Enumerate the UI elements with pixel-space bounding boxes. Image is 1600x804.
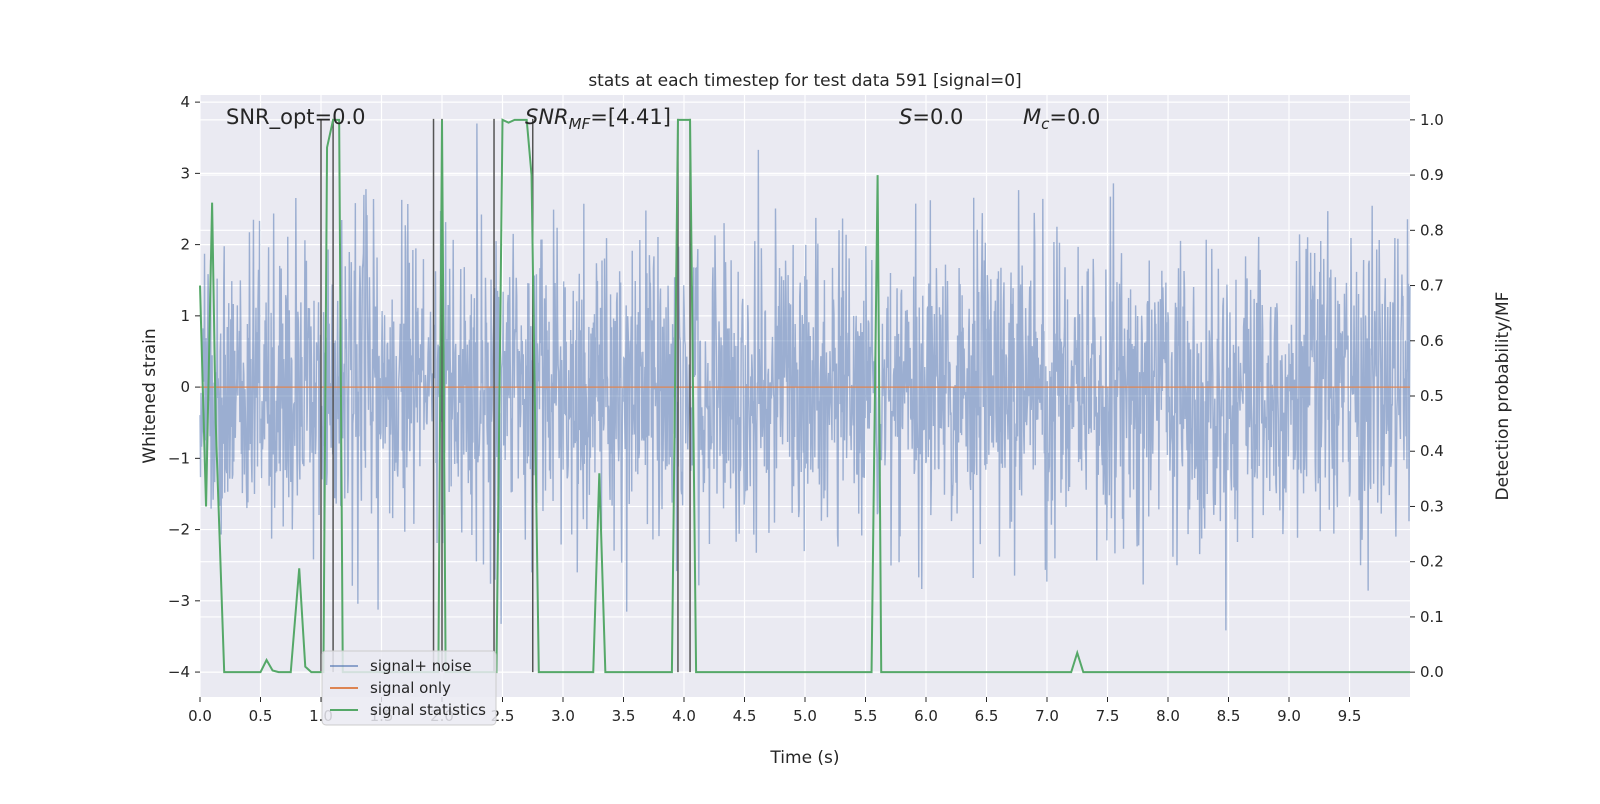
axes: 0.00.51.01.52.02.53.03.54.04.55.05.56.06… (168, 93, 1444, 725)
x-tick-label: 7.0 (1035, 707, 1059, 725)
chart-title: stats at each timestep for test data 591… (588, 71, 1021, 91)
y-right-tick-label: 0.7 (1420, 277, 1444, 295)
x-tick-label: 2.5 (491, 707, 515, 725)
y-left-tick-label: −1 (168, 449, 190, 467)
y-left-tick-label: 3 (180, 164, 190, 182)
y-right-tick-label: 0.0 (1420, 663, 1444, 681)
y-right-tick-label: 0.6 (1420, 332, 1444, 350)
x-tick-label: 3.5 (612, 707, 636, 725)
x-tick-label: 8.5 (1217, 707, 1241, 725)
y-left-tick-label: 2 (180, 236, 190, 254)
x-tick-label: 9.5 (1338, 707, 1362, 725)
annotation-snr-mf: SNRMF=[4.41] (525, 105, 671, 133)
y-left-tick-label: −4 (168, 663, 190, 681)
y-axis-label-right: Detection probability/MF (1493, 292, 1513, 501)
noise-line (199, 123, 1411, 631)
y-right-tick-label: 0.9 (1420, 166, 1444, 184)
x-tick-label: 8.0 (1156, 707, 1180, 725)
y-right-tick-label: 0.5 (1420, 387, 1444, 405)
y-left-tick-label: 4 (180, 93, 190, 111)
legend-label-noise: signal+ noise (370, 657, 472, 675)
noise-series (199, 123, 1411, 631)
x-tick-label: 5.5 (854, 707, 878, 725)
legend-label-statistics: signal statistics (370, 701, 486, 719)
statistics-series (199, 118, 1410, 674)
x-tick-label: 5.0 (793, 707, 817, 725)
x-tick-label: 3.0 (551, 707, 575, 725)
legend-box (321, 650, 497, 726)
x-tick-label: 6.0 (914, 707, 938, 725)
y-axis-label-left: Whitened strain (140, 328, 160, 463)
y-left-tick-label: −2 (168, 521, 190, 539)
annotation-mc: Mc=0.0 (1023, 105, 1100, 133)
x-tick-label: 6.5 (975, 707, 999, 725)
y-right-tick-label: 0.8 (1420, 221, 1444, 239)
x-tick-label: 4.5 (733, 707, 757, 725)
x-axis-label: Time (s) (769, 748, 839, 768)
x-tick-label: 0.0 (188, 707, 212, 725)
y-right-tick-label: 1.0 (1420, 111, 1444, 129)
y-left-tick-label: 1 (180, 307, 190, 325)
annotation-snr-opt: SNR_opt=0.0 (226, 105, 366, 130)
x-tick-label: 9.0 (1277, 707, 1301, 725)
y-left-tick-label: 0 (180, 378, 190, 396)
y-right-tick-label: 0.2 (1420, 553, 1444, 571)
y-right-tick-label: 0.1 (1420, 608, 1444, 626)
legend-label-signal-only: signal only (370, 679, 451, 697)
x-tick-label: 7.5 (1096, 707, 1120, 725)
y-right-tick-label: 0.3 (1420, 497, 1444, 515)
x-tick-label: 0.5 (249, 707, 273, 725)
y-right-tick-label: 0.4 (1420, 442, 1444, 460)
x-tick-label: 4.0 (672, 707, 696, 725)
y-left-tick-label: −3 (168, 592, 190, 610)
annotation-s: S=0.0 (899, 105, 963, 129)
legend: signal+ noise signal only signal statist… (321, 650, 497, 726)
statistics-line (199, 118, 1410, 674)
